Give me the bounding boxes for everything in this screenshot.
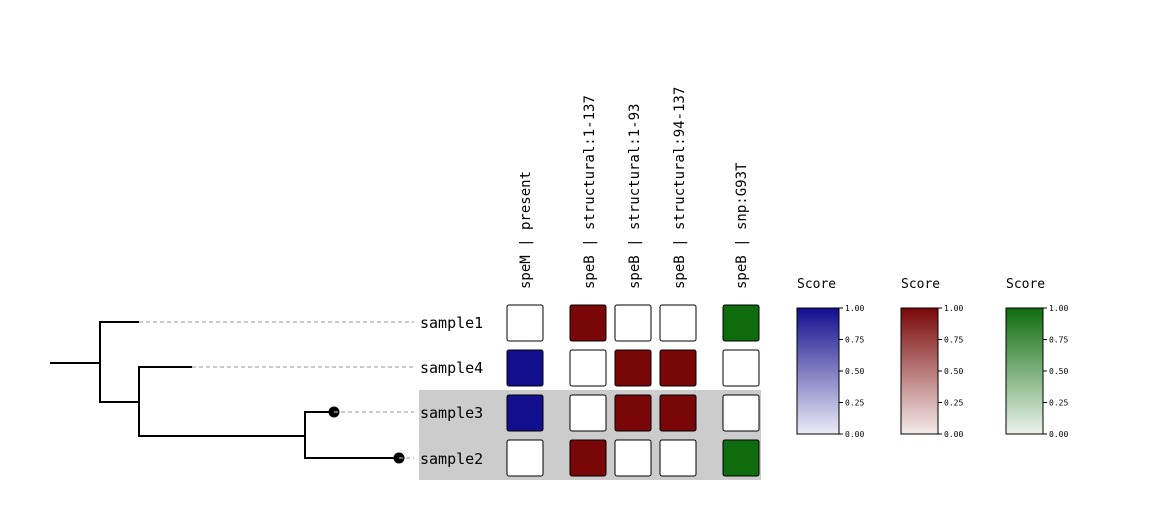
heatmap-cell (659, 394, 697, 432)
heatmap-cell (722, 349, 760, 387)
legend-tick-label: 0.00 (944, 430, 963, 439)
column-label: speM | present (518, 171, 534, 289)
heatmap-cell (614, 304, 652, 342)
legend-tick-label: 1.00 (944, 304, 963, 313)
legend-colorbar (900, 307, 939, 435)
legend-tick-label: 0.50 (1049, 367, 1068, 376)
legend-title: Score (901, 277, 940, 292)
sample-label: sample1 (420, 314, 483, 332)
heatmap-cell (614, 394, 652, 432)
legend-blue: Score 1.00 0.75 0.50 0.25 0.00 (796, 277, 864, 439)
heatmap-cell (659, 439, 697, 477)
legend-tick-label: 1.00 (1049, 304, 1068, 313)
sample-labels: sample1 sample4 sample3 sample2 (420, 314, 483, 468)
heatmap-cell (614, 439, 652, 477)
phylogenetic-tree (50, 321, 405, 464)
heatmap-cell (506, 304, 544, 342)
heatmap-cell (722, 439, 760, 477)
color-legends: Score 1.00 0.75 0.50 0.25 0.00 Score 1.00 0.7… (796, 277, 1068, 439)
sample-label: sample4 (420, 359, 483, 377)
heatmap-cell (569, 349, 607, 387)
legend-title: Score (1006, 277, 1045, 292)
legend-tick-label: 0.75 (845, 336, 864, 345)
sample-label: sample2 (420, 450, 483, 468)
legend-colorbar (796, 307, 840, 435)
heatmap-cell (569, 394, 607, 432)
heatmap-cells (506, 304, 760, 477)
leaf-guide-lines (139, 321, 414, 459)
heatmap-cell (506, 439, 544, 477)
column-label: speB | structural:1-137 (582, 95, 598, 289)
heatmap-cell (614, 349, 652, 387)
column-label: speB | snp:G93T (734, 162, 750, 289)
heatmap-cell (722, 394, 760, 432)
legend-tick-label: 0.75 (1049, 336, 1068, 345)
heatmap-cell (506, 349, 544, 387)
legend-tick-label: 0.50 (845, 367, 864, 376)
legend-tick-label: 0.25 (944, 399, 963, 408)
column-label: speB | structural:94-137 (672, 87, 688, 289)
column-labels: speM | present speB | structural:1-137 s… (518, 87, 750, 289)
heatmap-cell (569, 439, 607, 477)
legend-tick-label: 0.25 (845, 399, 864, 408)
heatmap-cell (506, 394, 544, 432)
legend-colorbar (1005, 307, 1044, 435)
legend-tick-label: 0.50 (944, 367, 963, 376)
legend-tick-label: 0.25 (1049, 399, 1068, 408)
legend-tick-label: 0.00 (845, 430, 864, 439)
heatmap-cell (722, 304, 760, 342)
legend-tick-label: 1.00 (845, 304, 864, 313)
heatmap-cell (569, 304, 607, 342)
column-label: speB | structural:1-93 (627, 104, 643, 289)
legend-tick-label: 0.75 (944, 336, 963, 345)
sample-label: sample3 (420, 404, 483, 422)
legend-title: Score (797, 277, 836, 292)
heatmap-cell (659, 304, 697, 342)
legend-tick-label: 0.00 (1049, 430, 1068, 439)
heatmap-cell (659, 349, 697, 387)
legend-red: Score 1.00 0.75 0.50 0.25 0.00 (900, 277, 963, 439)
legend-green: Score 1.00 0.75 0.50 0.25 0.00 (1005, 277, 1068, 439)
